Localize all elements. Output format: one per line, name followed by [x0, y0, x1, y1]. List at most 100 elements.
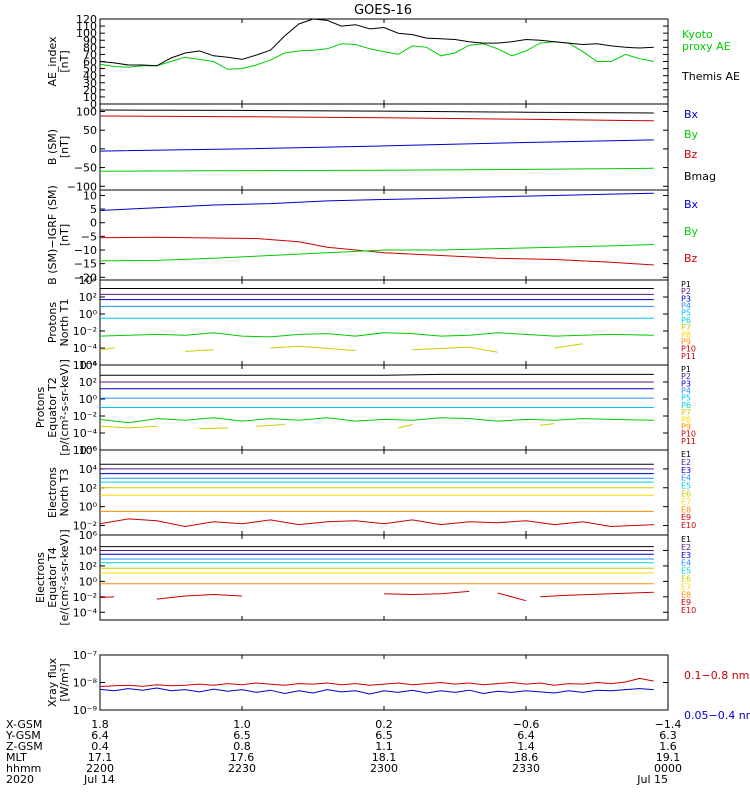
panel-frame	[99, 189, 669, 281]
time-axis-value: 1.6	[659, 740, 677, 753]
series-line	[100, 332, 654, 338]
series-line	[100, 677, 654, 688]
series-line	[383, 590, 470, 596]
y-axis-label: [W/m²]	[58, 663, 71, 701]
series-line	[185, 349, 214, 352]
series-group	[100, 373, 654, 430]
y-tick-label: 60	[83, 56, 97, 69]
series-line	[100, 347, 115, 351]
legend-entry: P6	[681, 401, 691, 410]
time-axis-value: 0.2	[375, 718, 393, 731]
legend-entry: P7	[681, 408, 691, 417]
series-group	[100, 677, 654, 695]
y-tick-label: 10⁴	[79, 544, 98, 557]
y-tick-label: 10⁰	[79, 501, 98, 514]
series-group	[100, 19, 654, 70]
time-axis-row-label: hhmm	[6, 762, 41, 775]
y-tick-label: −5	[81, 230, 97, 243]
series-group	[100, 546, 654, 602]
series-line	[100, 115, 654, 122]
legend-entry: E2	[681, 543, 691, 552]
series-line	[100, 167, 654, 172]
y-axis-label: Xray flux	[46, 657, 59, 707]
y-tick-label: 20	[83, 84, 97, 97]
legend-entry: E8	[681, 590, 691, 599]
legend-entry: E1	[681, 450, 691, 459]
legend-entry: P1	[681, 365, 691, 374]
time-axis-value: −0.6	[513, 718, 540, 731]
legend-entry: E2	[681, 458, 691, 467]
y-axis-label: Electrons	[34, 552, 47, 603]
legend-entry: P4	[681, 387, 691, 396]
y-axis-label: B (SM)	[46, 129, 59, 165]
legend-entry: Bz	[684, 252, 698, 265]
y-tick-label: 80	[83, 41, 97, 54]
panel-frame	[99, 654, 669, 711]
legend-entry: P9	[681, 422, 691, 431]
time-axis-value: 1.4	[517, 740, 535, 753]
panel-frame	[99, 534, 669, 621]
series-line	[100, 139, 654, 152]
legend-entry: Themis AE	[681, 70, 740, 83]
time-axis-value: 6.4	[517, 729, 535, 742]
series-line	[100, 19, 654, 67]
y-tick-label: −15	[74, 258, 97, 271]
series-line	[270, 345, 356, 352]
time-axis-value: Jul 14	[83, 773, 115, 786]
series-line	[100, 425, 157, 429]
legend-entry: E5	[681, 567, 691, 576]
legend-entry: P11	[681, 352, 696, 361]
legend-entry: P3	[681, 294, 691, 303]
y-tick-label: 10⁻⁶	[73, 444, 98, 457]
time-axis-value: −1.4	[655, 718, 682, 731]
legend-entry: 0.05−0.4 nm	[684, 709, 750, 722]
time-axis-row-label: Z-GSM	[6, 740, 43, 753]
y-tick-label: 5	[90, 203, 97, 216]
y-tick-label: 10⁻⁴	[73, 427, 98, 440]
y-tick-label: 10²	[79, 482, 97, 495]
time-axis-value: 17.1	[88, 751, 113, 764]
time-axis-value: 2300	[370, 762, 398, 775]
legend-entry: By	[684, 128, 699, 141]
legend-entry: E9	[681, 598, 691, 607]
y-tick-label: 50	[83, 63, 97, 76]
y-tick-label: 10	[83, 189, 97, 202]
legend-entry: E4	[681, 474, 691, 483]
time-axis-value: 1.1	[375, 740, 393, 753]
time-axis-value: 1.8	[91, 718, 109, 731]
legend-entry: 0.1−0.8 nm	[684, 669, 749, 682]
series-line	[100, 109, 654, 114]
y-tick-label: 10⁶	[79, 529, 98, 542]
legend-entry: E8	[681, 505, 691, 514]
legend-entry: P8	[681, 415, 691, 424]
y-tick-label: 10⁴	[79, 359, 98, 372]
legend-entry: P2	[681, 372, 691, 381]
panel-xray: 10⁻⁹ 10⁻⁸ 10⁻⁷ Xray flux [W/m²] 0.1−0.8 nm 0.0…	[46, 649, 750, 722]
y-tick-label: 70	[83, 48, 97, 61]
y-axis-label: Equator T4	[46, 547, 59, 607]
y-tick-label: 10⁴	[79, 274, 98, 287]
series-line	[540, 423, 555, 426]
y-tick-label: 10²	[79, 560, 97, 573]
legend-entry: Bx	[684, 108, 699, 121]
legend-entry: E7	[681, 582, 691, 591]
y-tick-label: 10²	[79, 376, 97, 389]
panel-frame	[99, 279, 669, 366]
y-axis-label: Electrons	[46, 467, 59, 518]
y-axis-label: [nT]	[58, 50, 71, 72]
series-line	[100, 192, 654, 211]
series-line	[412, 346, 498, 353]
series-line	[100, 244, 654, 262]
time-axis-value: 6.4	[91, 729, 109, 742]
time-axis-value: 2200	[86, 762, 114, 775]
y-tick-label: 10	[83, 91, 97, 104]
y-tick-label: 10⁻²	[73, 520, 97, 533]
time-axis-value: 1.0	[233, 718, 251, 731]
time-axis-row-label: X-GSM	[6, 718, 42, 731]
panel-bsm: −100 −50 0 50 100 B (SM) [nT] Bx By Bz Bmag	[46, 103, 716, 193]
y-tick-label: 10⁻²	[73, 410, 97, 423]
legend-entry: P4	[681, 302, 691, 311]
